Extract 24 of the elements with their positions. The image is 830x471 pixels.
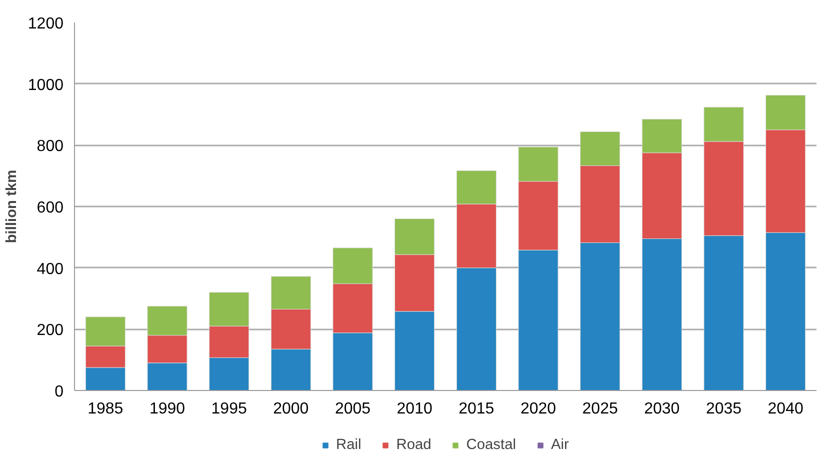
y-tick-label: 0 (54, 384, 64, 400)
y-tick-label: 600 (36, 200, 64, 216)
legend-label: Coastal (466, 437, 516, 453)
x-tick-label: 2015 (458, 400, 494, 418)
legend-label: Air (551, 437, 570, 453)
x-tick-label: 1995 (211, 400, 247, 418)
x-tick-label: 2005 (334, 400, 371, 418)
x-tick-label: 2000 (273, 400, 309, 418)
x-tick-label: 2030 (644, 400, 680, 418)
x-tick-label: 1985 (88, 400, 124, 418)
legend-label: Road (396, 437, 432, 453)
y-tick-label: 1000 (28, 76, 64, 94)
y-tick-label: 200 (36, 322, 64, 340)
x-tick-label: 2040 (768, 400, 804, 418)
x-tick-label: 2025 (582, 400, 618, 418)
y-tick-label: 1200 (28, 16, 64, 32)
x-tick-label: 2010 (396, 400, 432, 418)
x-tick-label: 1990 (149, 400, 186, 418)
x-tick-label: 2035 (706, 400, 742, 418)
y-axis-title: billion tkm (4, 170, 20, 244)
x-tick-label: 2020 (520, 400, 556, 418)
y-tick-label: 800 (36, 138, 64, 156)
legend-label: Rail (336, 437, 362, 453)
y-tick-label: 400 (36, 260, 64, 278)
